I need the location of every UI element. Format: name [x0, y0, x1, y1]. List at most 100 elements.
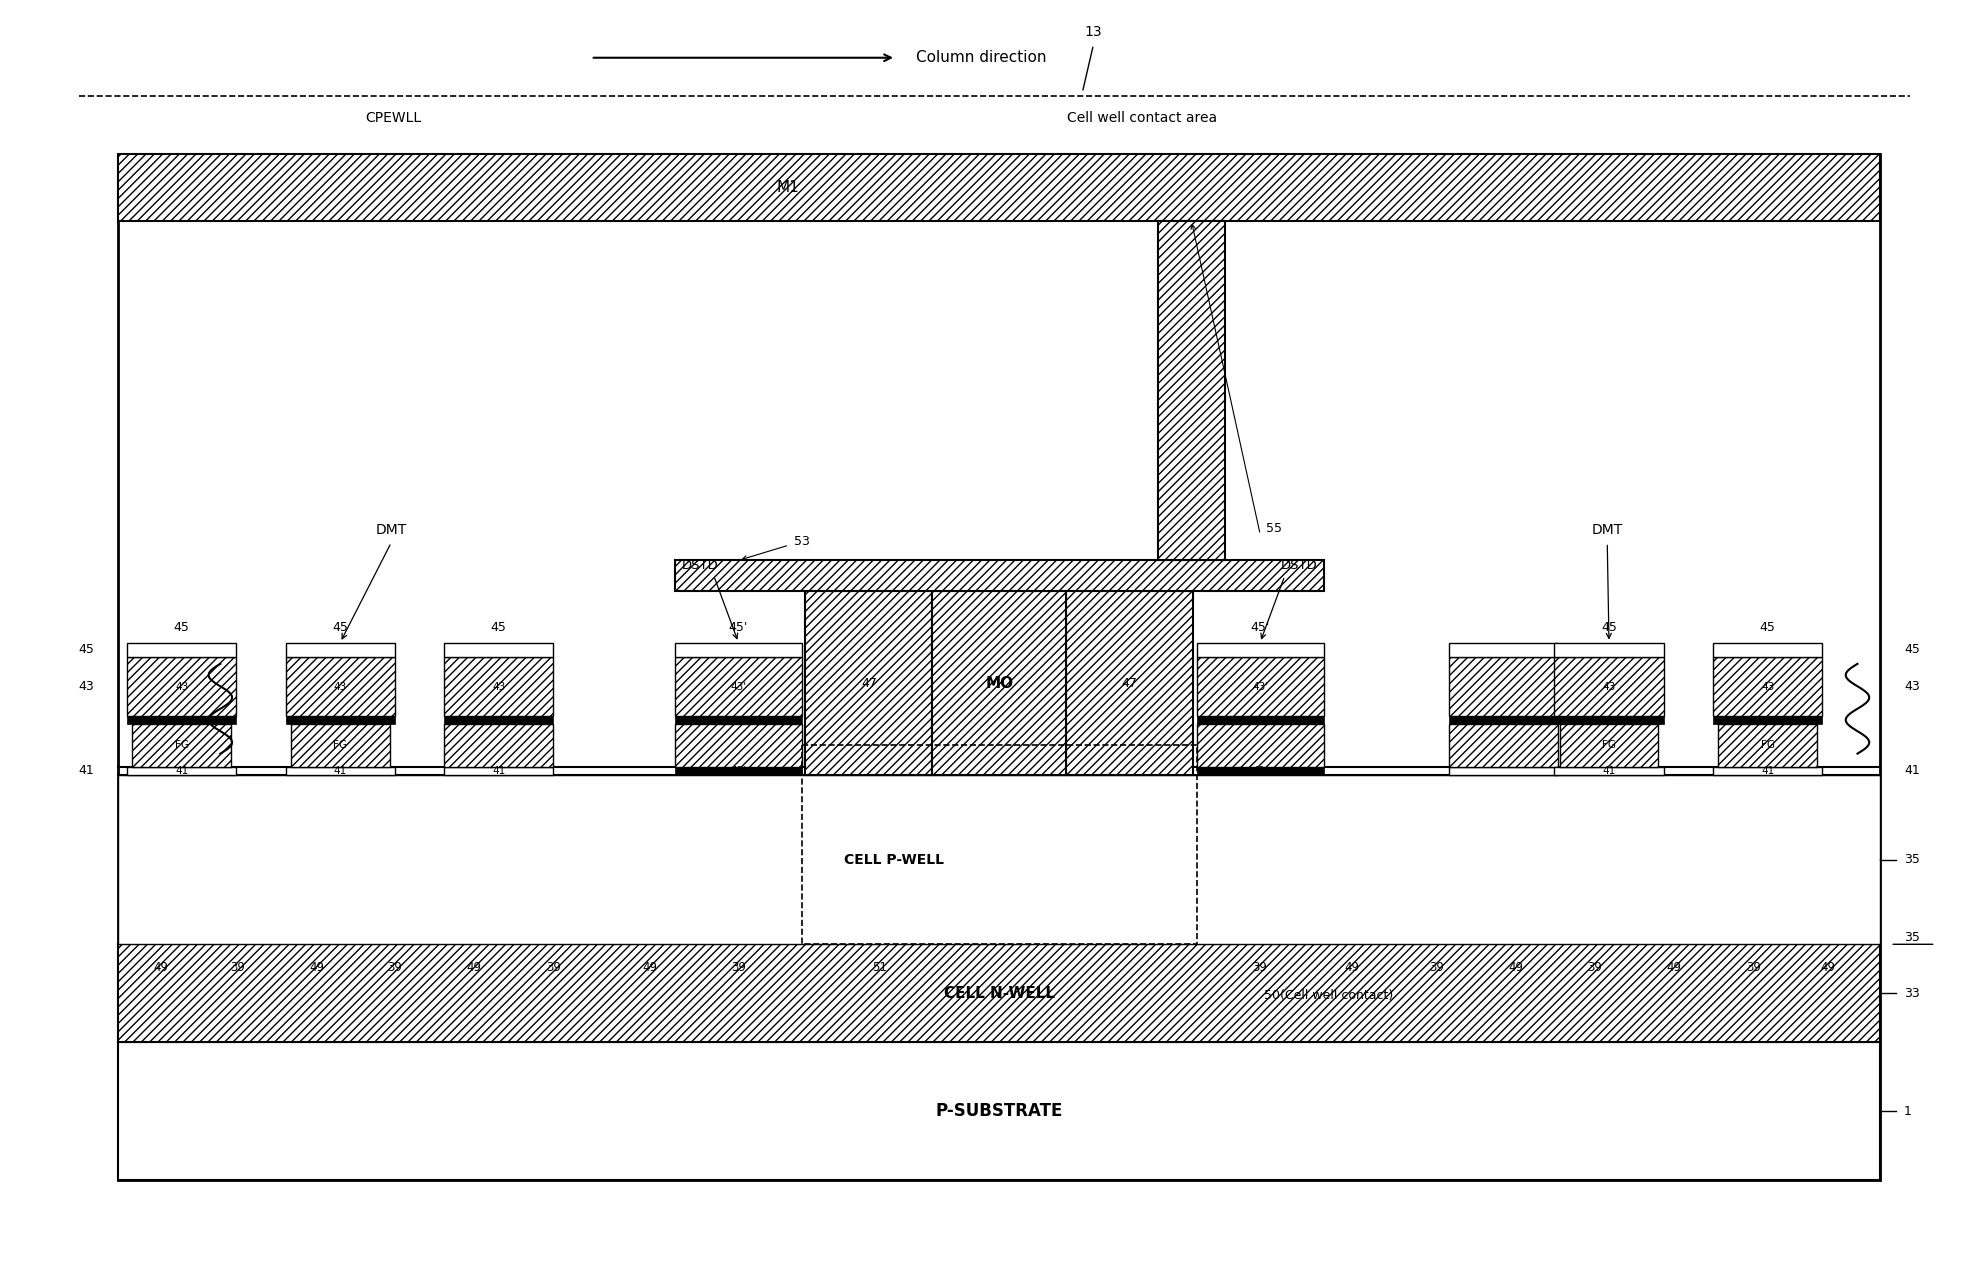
Text: 49: 49 — [309, 961, 325, 974]
Text: 39: 39 — [1252, 961, 1268, 974]
Text: 39: 39 — [1429, 961, 1443, 974]
Text: 49: 49 — [1508, 961, 1524, 974]
Bar — [445, 767, 553, 775]
Text: Cell well contact area: Cell well contact area — [1067, 112, 1217, 124]
Text: 49: 49 — [1819, 961, 1835, 974]
Bar — [675, 716, 801, 724]
Text: 39: 39 — [388, 961, 402, 974]
Text: P-SUBSTRATE: P-SUBSTRATE — [935, 1102, 1063, 1120]
Bar — [675, 724, 801, 767]
Bar — [1554, 716, 1664, 724]
Bar — [1713, 767, 1821, 775]
Bar — [286, 643, 396, 657]
Text: 35: 35 — [1904, 931, 1920, 944]
Bar — [1713, 716, 1821, 724]
Bar — [126, 657, 236, 716]
Text: DSTD: DSTD — [681, 559, 719, 572]
Bar — [118, 1042, 1880, 1180]
Bar — [286, 657, 396, 716]
Text: 49: 49 — [154, 961, 167, 974]
Bar — [1713, 657, 1821, 716]
Bar — [445, 657, 553, 716]
Text: 35: 35 — [1904, 853, 1920, 866]
Text: M1: M1 — [776, 180, 799, 195]
Text: 39: 39 — [730, 961, 746, 974]
Text: 45: 45 — [79, 643, 95, 656]
Bar — [126, 767, 236, 775]
Bar — [1158, 221, 1225, 561]
Text: 45: 45 — [173, 621, 189, 634]
Bar — [1067, 591, 1193, 775]
Text: 49: 49 — [467, 961, 482, 974]
Text: 45: 45 — [1760, 621, 1776, 634]
Text: 47: 47 — [1122, 676, 1138, 689]
Text: 49: 49 — [1345, 961, 1359, 974]
Text: 43: 43 — [175, 681, 189, 692]
Bar — [1197, 657, 1323, 716]
Text: 33: 33 — [1904, 987, 1920, 999]
Bar — [286, 767, 396, 775]
Text: 41: 41 — [333, 766, 347, 776]
Text: 41: 41 — [1603, 766, 1617, 776]
Bar — [118, 944, 1880, 1042]
Text: 39: 39 — [230, 961, 246, 974]
Text: 49: 49 — [1666, 961, 1682, 974]
Text: 43: 43 — [1760, 681, 1774, 692]
Text: 49: 49 — [642, 961, 658, 974]
Bar — [1449, 724, 1557, 767]
Text: 41': 41' — [1252, 766, 1268, 776]
Bar — [126, 643, 236, 657]
Text: 41: 41 — [1904, 765, 1920, 777]
Text: 43: 43 — [492, 681, 506, 692]
Text: 43': 43' — [1252, 681, 1268, 692]
Text: 43': 43' — [730, 681, 746, 692]
Bar — [675, 561, 1323, 591]
Bar — [118, 154, 1880, 221]
Bar — [445, 643, 553, 657]
Text: 51: 51 — [872, 961, 886, 974]
Bar — [675, 767, 801, 775]
Bar — [675, 657, 801, 716]
Bar — [1719, 724, 1817, 767]
Text: 41: 41 — [1760, 766, 1774, 776]
Bar — [118, 775, 1880, 944]
Text: Column direction: Column direction — [916, 50, 1046, 65]
Text: 45: 45 — [490, 621, 506, 634]
Bar — [1197, 716, 1323, 724]
Text: CELL N-WELL: CELL N-WELL — [943, 985, 1055, 1001]
Text: 45': 45' — [729, 621, 748, 634]
Bar — [286, 716, 396, 724]
Bar — [1554, 657, 1664, 716]
Bar — [1197, 643, 1323, 657]
Bar — [445, 716, 553, 724]
Bar — [118, 154, 1880, 1180]
Bar — [1449, 767, 1557, 775]
Text: 39: 39 — [545, 961, 561, 974]
Text: 45: 45 — [333, 621, 349, 634]
Text: CPEWLL: CPEWLL — [366, 112, 421, 124]
Bar — [1449, 657, 1557, 716]
Text: 13: 13 — [1085, 26, 1101, 38]
Text: 41: 41 — [79, 765, 95, 777]
Text: 41: 41 — [492, 766, 506, 776]
Text: 43: 43 — [1603, 681, 1617, 692]
Text: 43: 43 — [1904, 680, 1920, 693]
Text: 43: 43 — [333, 681, 347, 692]
Bar — [126, 716, 236, 724]
Text: DMT: DMT — [376, 522, 408, 536]
Text: 39: 39 — [1587, 961, 1603, 974]
Text: FG: FG — [333, 740, 347, 751]
Bar — [1554, 643, 1664, 657]
Text: 41': 41' — [730, 766, 746, 776]
Bar — [1554, 767, 1664, 775]
Bar — [931, 591, 1067, 775]
Text: FG: FG — [1760, 740, 1774, 751]
Bar — [445, 724, 553, 767]
Text: DSTD: DSTD — [1280, 559, 1317, 572]
Bar — [132, 724, 230, 767]
Text: 53: 53 — [794, 535, 809, 548]
Bar — [1449, 643, 1557, 657]
Text: 43: 43 — [79, 680, 95, 693]
Text: 45': 45' — [1250, 621, 1270, 634]
Text: FG: FG — [1603, 740, 1617, 751]
